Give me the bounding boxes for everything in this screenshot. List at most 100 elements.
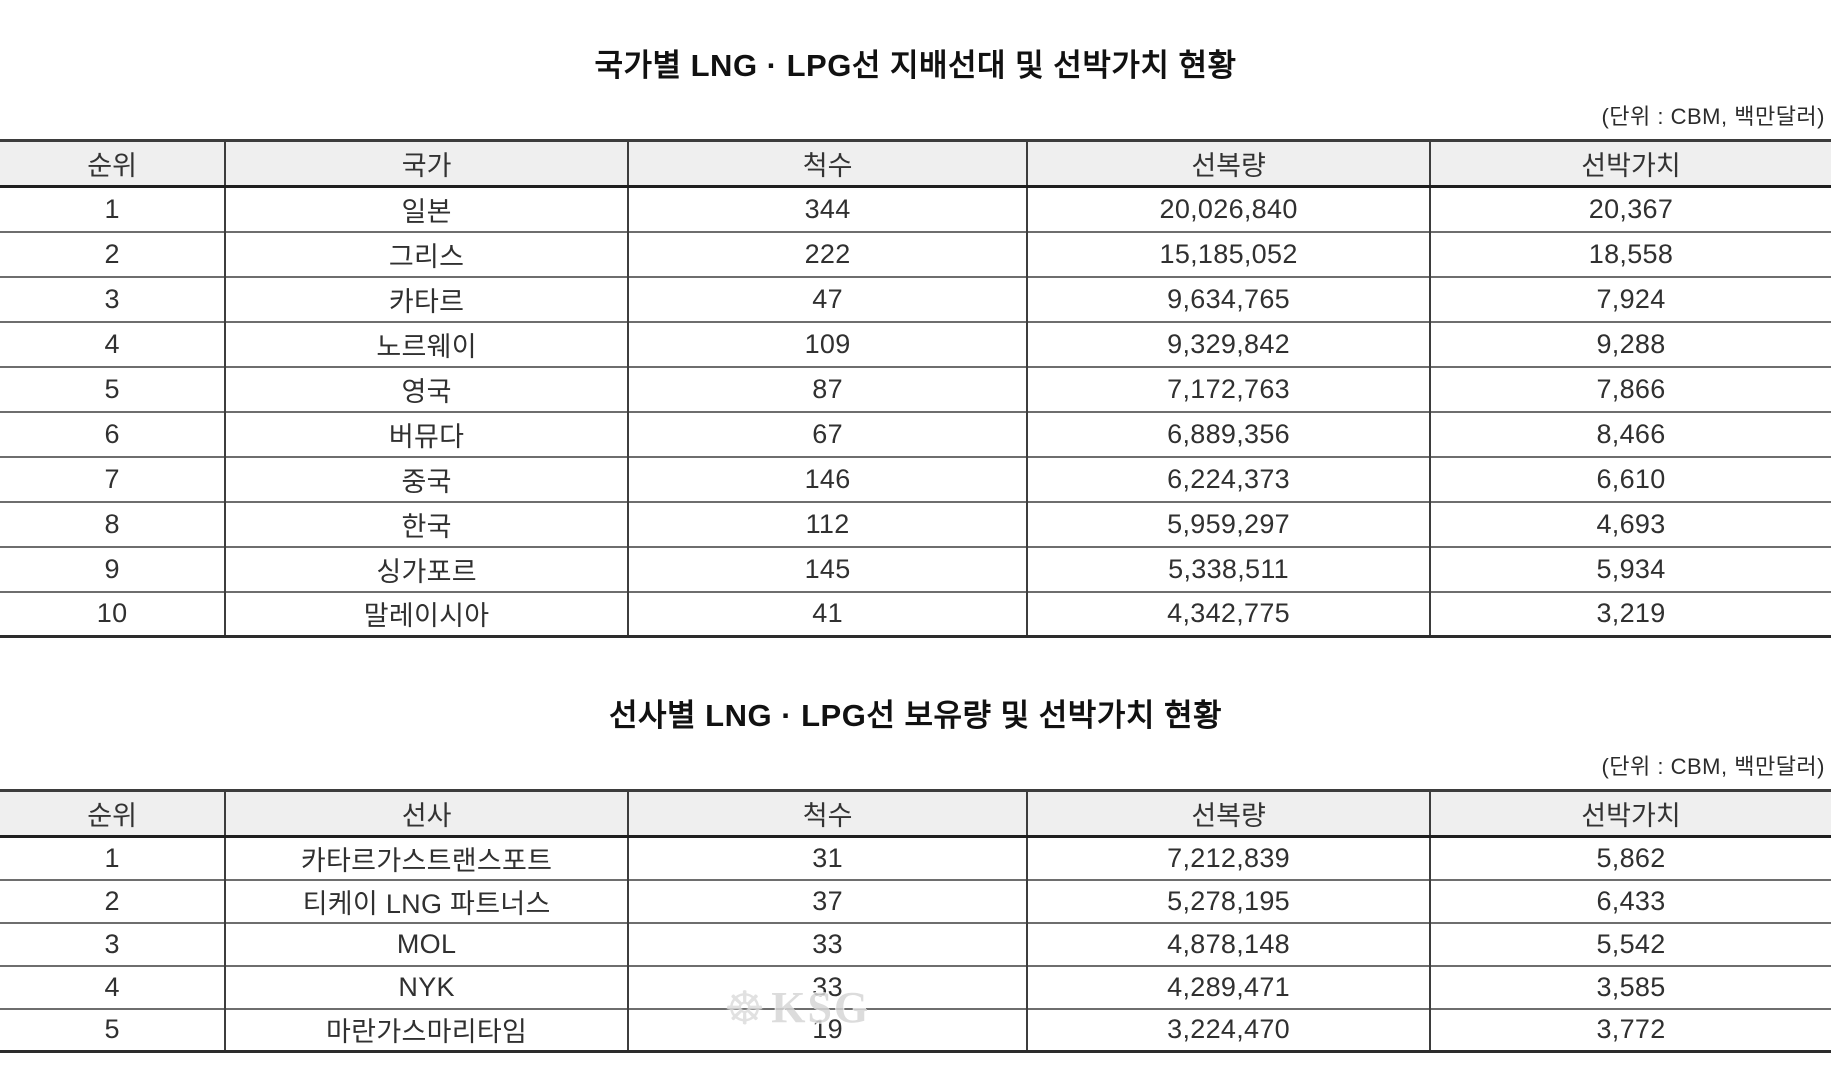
column-header: 선사 (224, 790, 629, 837)
table-row: 1 일본 344 20,026,840 20,367 (0, 186, 1831, 232)
table-cell: 344 (627, 186, 1028, 232)
table-cell: 7,172,763 (1026, 366, 1430, 412)
table-cell: 5,338,511 (1026, 546, 1430, 592)
table-cell: 31 (627, 836, 1028, 880)
table-cell: 6,433 (1428, 879, 1831, 923)
table-cell: 33 (627, 922, 1028, 966)
table-cell: 19 (627, 1008, 1028, 1052)
country-fleet-table: 순위 국가 척수 선복량 선박가치 1 일본 344 20,026,840 20,367 2 그리스… (0, 139, 1831, 638)
table-cell: 1 (104, 842, 120, 873)
table-row: 6 버뮤다 67 6,889,356 8,466 (0, 411, 1831, 457)
table-cell: 3 (104, 283, 120, 314)
table-cell: 67 (627, 411, 1028, 457)
country-table-section: 국가별 LNG · LPG선 지배선대 및 선박가치 현황 (단위 : CBM,… (0, 48, 1831, 638)
table-cell: 9 (104, 553, 120, 584)
table-cell: 티케이 LNG 파트너스 (224, 879, 629, 923)
table-cell: 3,585 (1428, 965, 1831, 1009)
table-row: 7 중국 146 6,224,373 6,610 (0, 456, 1831, 502)
table-cell: 그리스 (224, 231, 629, 277)
table-row: 1 카타르가스트랜스포트 31 7,212,839 5,862 (0, 836, 1831, 880)
table-cell: 9,288 (1428, 321, 1831, 367)
table-cell: 109 (627, 321, 1028, 367)
table-cell: 47 (627, 276, 1028, 322)
table-cell: 112 (627, 501, 1028, 547)
table-cell: 2 (104, 238, 120, 269)
table-cell: 3,772 (1428, 1008, 1831, 1052)
table-cell: 5 (104, 373, 120, 404)
table-cell: 18,558 (1428, 231, 1831, 277)
table-cell: 4,693 (1428, 501, 1831, 547)
table-cell: 9,329,842 (1026, 321, 1430, 367)
table-cell: 5,934 (1428, 546, 1831, 592)
column-header: 척수 (627, 140, 1028, 187)
table-cell: 4,342,775 (1026, 591, 1430, 637)
table-cell: 6,610 (1428, 456, 1831, 502)
table-cell: 4,878,148 (1026, 922, 1430, 966)
country-table-header: 순위 국가 척수 선복량 선박가치 (0, 140, 1831, 187)
table-cell: 5,959,297 (1026, 501, 1430, 547)
column-header: 선박가치 (1428, 140, 1831, 187)
table-cell: 4 (104, 971, 120, 1002)
table-cell: 1 (104, 193, 120, 224)
table-cell: 6,889,356 (1026, 411, 1430, 457)
table-cell: 15,185,052 (1026, 231, 1430, 277)
country-table-body: 1 일본 344 20,026,840 20,367 2 그리스 222 15,185,052 1… (0, 186, 1831, 637)
table-cell: 영국 (224, 366, 629, 412)
country-table-title: 국가별 LNG · LPG선 지배선대 및 선박가치 현황 (594, 48, 1237, 83)
header-row: 순위 국가 척수 선복량 선박가치 (0, 140, 1831, 187)
table-cell: 20,026,840 (1026, 186, 1430, 232)
table-cell: 한국 (224, 501, 629, 547)
table-cell: 5,278,195 (1026, 879, 1430, 923)
carrier-table-section: 선사별 LNG · LPG선 보유량 및 선박가치 현황 (단위 : CBM, … (0, 638, 1831, 1053)
column-header: 선복량 (1026, 790, 1430, 837)
carrier-fleet-table: 순위 선사 척수 선복량 선박가치 1 카타르가스트랜스포트 31 7,212,839 5,86… (0, 789, 1831, 1053)
table-cell: 카타르가스트랜스포트 (224, 836, 629, 880)
table-cell: 말레이시아 (224, 591, 629, 637)
table-cell: 3,224,470 (1026, 1008, 1430, 1052)
table-cell: 버뮤다 (224, 411, 629, 457)
table-cell: 7,924 (1428, 276, 1831, 322)
table-cell: 87 (627, 366, 1028, 412)
table-cell: 20,367 (1428, 186, 1831, 232)
column-header: 순위 (87, 801, 137, 831)
column-header: 선복량 (1026, 140, 1430, 187)
table-cell: 마란가스마리타임 (224, 1008, 629, 1052)
table-cell: 9,634,765 (1026, 276, 1430, 322)
table-cell: 7 (104, 463, 120, 494)
table-cell: 145 (627, 546, 1028, 592)
table-cell: NYK (224, 965, 629, 1009)
carrier-table-unit-label: (단위 : CBM, 백만달러) (1601, 754, 1825, 779)
table-cell: 싱가포르 (224, 546, 629, 592)
table-row: 8 한국 112 5,959,297 4,693 (0, 501, 1831, 547)
table-cell: 146 (627, 456, 1028, 502)
table-cell: 5 (104, 1014, 120, 1045)
carrier-table-body: 1 카타르가스트랜스포트 31 7,212,839 5,862 2 티케이 LNG 파트너스… (0, 836, 1831, 1052)
column-header: 척수 (627, 790, 1028, 837)
table-cell: 3,219 (1428, 591, 1831, 637)
table-row: 9 싱가포르 145 5,338,511 5,934 (0, 546, 1831, 592)
column-header: 국가 (224, 140, 629, 187)
table-cell: 중국 (224, 456, 629, 502)
table-row: 10 말레이시아 41 4,342,775 3,219 (0, 591, 1831, 637)
table-cell: 8,466 (1428, 411, 1831, 457)
table-row: 5 마란가스마리타임 19 3,224,470 3,772 (0, 1008, 1831, 1052)
table-cell: 5,542 (1428, 922, 1831, 966)
table-cell: 4,289,471 (1026, 965, 1430, 1009)
table-cell: 2 (104, 885, 120, 916)
column-header: 순위 (87, 151, 137, 181)
table-cell: MOL (224, 922, 629, 966)
table-cell: 7,866 (1428, 366, 1831, 412)
table-cell: 일본 (224, 186, 629, 232)
table-cell: 4 (104, 328, 120, 359)
table-row: 2 그리스 222 15,185,052 18,558 (0, 231, 1831, 277)
table-row: 4 NYK 33 4,289,471 3,585 (0, 965, 1831, 1009)
header-row: 순위 선사 척수 선복량 선박가치 (0, 790, 1831, 837)
table-cell: 6 (104, 418, 120, 449)
table-row: 3 MOL 33 4,878,148 5,542 (0, 922, 1831, 966)
table-cell: 3 (104, 928, 120, 959)
table-cell: 7,212,839 (1026, 836, 1430, 880)
table-cell: 8 (104, 508, 120, 539)
table-cell: 6,224,373 (1026, 456, 1430, 502)
table-row: 5 영국 87 7,172,763 7,866 (0, 366, 1831, 412)
